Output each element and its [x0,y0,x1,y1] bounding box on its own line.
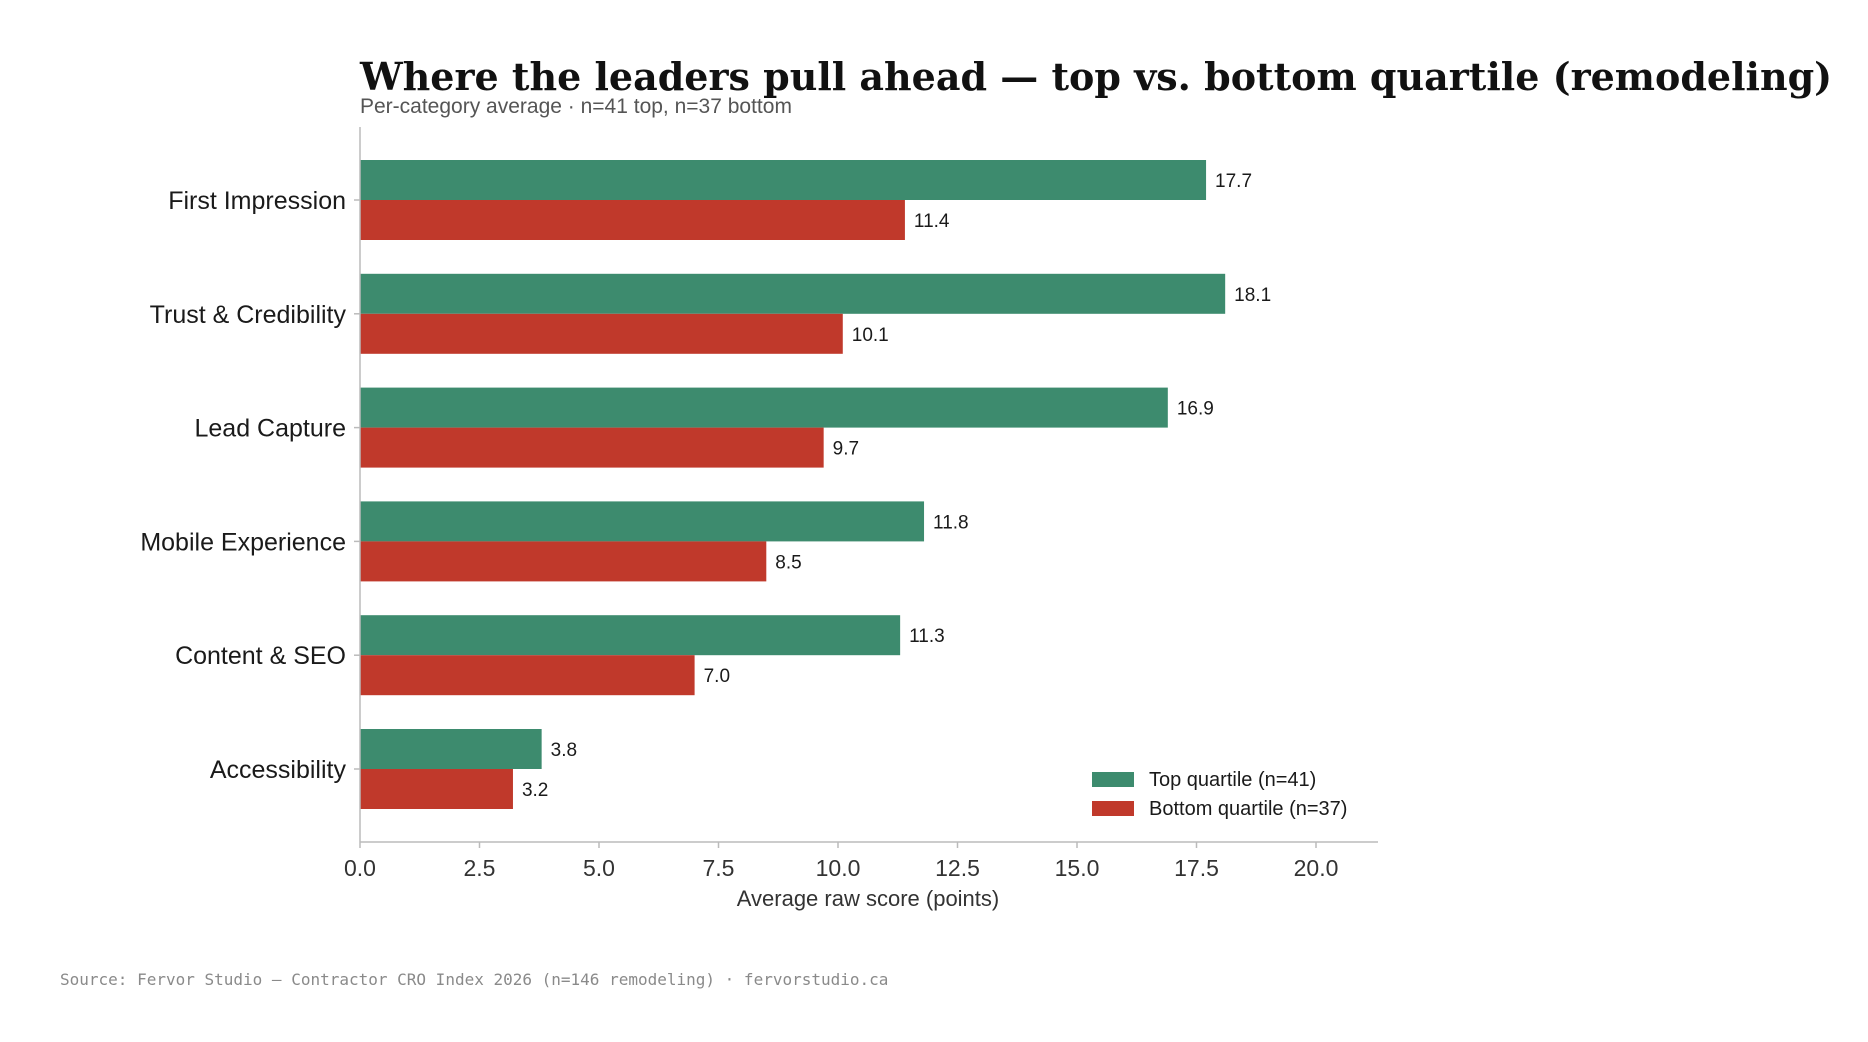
legend-swatch [1092,801,1134,816]
bar-bottom [360,427,824,468]
bar-bottom [360,200,905,240]
bar-value-label: 9.7 [833,439,859,460]
bar-top [360,501,925,542]
bar-value-label: 17.7 [1215,171,1252,192]
category-label: Mobile Experience [140,528,346,556]
x-tick-label: 17.5 [1174,855,1219,881]
bar-value-label: 11.3 [909,626,945,647]
bar-bottom [360,655,695,696]
bar-bottom [360,541,767,582]
chart-title: Where the leaders pull ahead — top vs. b… [359,54,1832,99]
category-label: Content & SEO [175,642,346,670]
bar-value-label: 11.8 [933,512,969,533]
bar-bottom [360,769,513,809]
bar-top [360,273,1226,314]
bar-top [360,387,1168,428]
x-tick-label: 0.0 [344,855,376,881]
bar-value-label: 7.0 [704,666,730,687]
category-label: Trust & Credibility [150,301,347,329]
x-tick-label: 12.5 [935,855,980,881]
bar-value-label: 10.1 [852,325,889,346]
bar-value-label: 11.4 [914,211,950,232]
plot-area: First Impression Trust & Credibility Lead … [140,160,1338,881]
bar-bottom [360,313,843,354]
legend-entry: Bottom quartile (n=37) [1149,798,1347,820]
source-note: Source: Fervor Studio — Contractor CRO I… [60,970,888,989]
x-tick-label: 10.0 [816,855,861,881]
bar-top [360,160,1207,200]
bar-top [360,729,542,769]
legend-entry: Top quartile (n=41) [1149,769,1316,791]
x-tick-label: 2.5 [464,855,496,881]
x-tick-label: 20.0 [1294,855,1339,881]
x-axis-label: Average raw score (points) [737,886,1000,911]
bar-top [360,615,901,656]
bar-value-label: 18.1 [1234,285,1271,306]
legend-swatch [1092,772,1134,787]
category-label: Lead Capture [194,415,346,443]
bar-value-label: 3.8 [551,740,577,761]
x-tick-label: 15.0 [1055,855,1100,881]
chart-subtitle: Per-category average · n=41 top, n=37 bo… [360,95,792,118]
x-tick-label: 5.0 [583,855,615,881]
bar-value-label: 8.5 [775,552,801,573]
bar-value-label: 16.9 [1177,399,1214,420]
category-label: First Impression [168,187,346,215]
category-label: Accessibility [210,756,347,784]
legend: Top quartile (n=41) Bottom quartile (n=37… [1092,769,1347,820]
bar-value-label: 3.2 [522,780,548,801]
x-tick-label: 7.5 [703,855,735,881]
